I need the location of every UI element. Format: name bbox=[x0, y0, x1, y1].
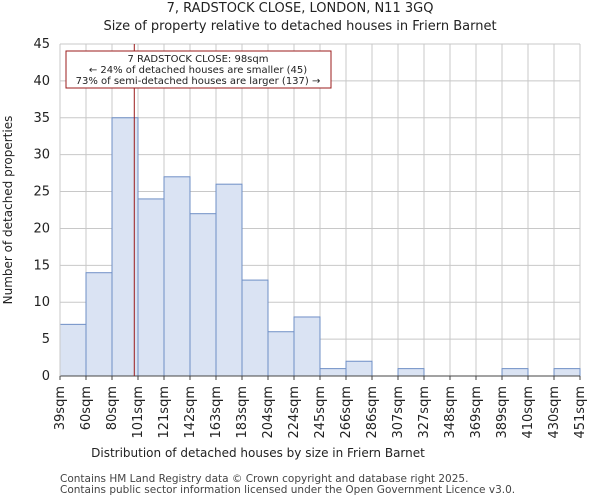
annotation-line-3: 73% of semi-detached houses are larger (… bbox=[76, 76, 321, 87]
y-tick-label: 15 bbox=[33, 258, 50, 273]
bar bbox=[397, 368, 425, 377]
bar bbox=[501, 368, 529, 377]
bar bbox=[319, 368, 347, 377]
bar bbox=[189, 213, 217, 377]
annotation-line-2: ← 24% of detached houses are smaller (45… bbox=[89, 65, 307, 76]
chart-title: 7, RADSTOCK CLOSE, LONDON, N11 3GQ bbox=[166, 1, 434, 16]
bar bbox=[267, 331, 295, 377]
y-tick-label: 10 bbox=[33, 295, 50, 310]
x-tick-label: 348sqm bbox=[443, 386, 458, 439]
footer-line-2: Contains public sector information licen… bbox=[60, 484, 516, 496]
bar bbox=[59, 323, 87, 377]
axes: 0 5 10 15 20 25 30 35 40 45 39sqm 60sqm 80sqm 101sqm 1… bbox=[33, 37, 588, 439]
x-tick-label: 307sqm bbox=[391, 386, 406, 439]
x-tick-label: 101sqm bbox=[131, 386, 146, 439]
x-tick-label: 80sqm bbox=[105, 386, 120, 430]
x-tick-label: 60sqm bbox=[79, 386, 94, 430]
footer-line-1: Contains HM Land Registry data © Crown c… bbox=[60, 473, 469, 485]
bars bbox=[59, 117, 581, 377]
bar bbox=[241, 279, 269, 377]
x-tick-label: 327sqm bbox=[417, 386, 432, 439]
x-tick-label: 204sqm bbox=[261, 386, 276, 439]
x-tick-label: 183sqm bbox=[235, 386, 250, 439]
x-tick-label: 410sqm bbox=[521, 386, 536, 439]
annotation: 7 RADSTOCK CLOSE: 98sqm ← 24% of detache… bbox=[65, 50, 332, 89]
bar bbox=[85, 272, 113, 377]
bar bbox=[345, 360, 373, 377]
y-tick-label: 35 bbox=[33, 111, 50, 126]
x-axis-label: Distribution of detached houses by size … bbox=[91, 446, 425, 460]
y-tick-label: 45 bbox=[33, 37, 50, 52]
x-tick-label: 142sqm bbox=[183, 386, 198, 439]
x-tick-label: 224sqm bbox=[287, 386, 302, 439]
x-tick-label: 451sqm bbox=[573, 386, 588, 439]
x-tick-label: 389sqm bbox=[495, 386, 510, 439]
x-tick-label: 286sqm bbox=[365, 386, 380, 439]
chart-subtitle: Size of property relative to detached ho… bbox=[103, 19, 497, 34]
bar bbox=[137, 198, 165, 377]
x-tick-label: 39sqm bbox=[53, 386, 68, 430]
x-tick-label: 245sqm bbox=[313, 386, 328, 439]
annotation-line-1: 7 RADSTOCK CLOSE: 98sqm bbox=[128, 54, 269, 65]
x-tick-label: 121sqm bbox=[157, 386, 172, 439]
x-tick-label: 163sqm bbox=[209, 386, 224, 439]
bar bbox=[215, 183, 243, 377]
bar bbox=[293, 316, 321, 377]
annotation-box bbox=[65, 50, 332, 89]
bar bbox=[163, 176, 191, 377]
y-tick-label: 40 bbox=[33, 74, 50, 89]
x-tick-label: 430sqm bbox=[547, 386, 562, 439]
y-tick-label: 30 bbox=[33, 148, 50, 163]
x-tick-label: 266sqm bbox=[339, 386, 354, 439]
y-tick-label: 20 bbox=[33, 221, 50, 236]
y-tick-label: 0 bbox=[42, 369, 50, 384]
y-tick-label: 5 bbox=[42, 332, 50, 347]
bar bbox=[111, 117, 139, 377]
x-tick-label: 369sqm bbox=[469, 386, 484, 439]
bar bbox=[553, 368, 581, 377]
y-axis-label: Number of detached properties bbox=[1, 116, 15, 305]
y-tick-label: 25 bbox=[33, 185, 50, 200]
